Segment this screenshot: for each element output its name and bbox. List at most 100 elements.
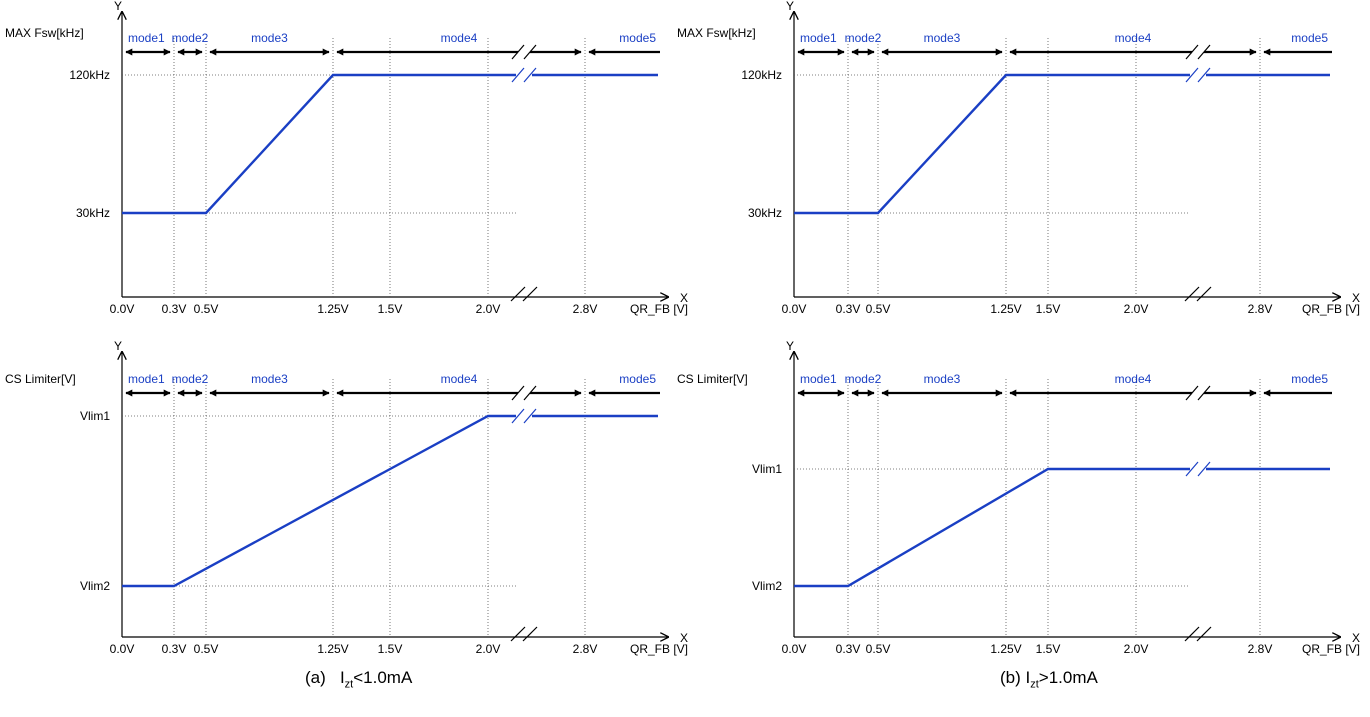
mode-break-mark (511, 44, 525, 60)
mode-label-3: mode3 (924, 372, 961, 386)
mode-break-mark (1185, 385, 1199, 401)
x-tick-label: 0.0V (782, 642, 807, 656)
series-curve (122, 414, 516, 588)
curve-break-mark (1185, 461, 1199, 477)
mode-label-4: mode4 (441, 31, 478, 45)
y-tick-label: 120kHz (69, 68, 110, 82)
series-curve (794, 467, 1190, 588)
x-tick-label: 2.8V (1248, 302, 1273, 316)
panel-b-top: Y X MAX Fsw[kHz] QR_FB [V] 0.0V 0.3V 0.5V 1.25V… (677, 0, 1360, 316)
mode-break-mark (523, 44, 537, 60)
y-tick-label: 30kHz (748, 206, 782, 220)
panel-a-top: Y X MAX Fsw[kHz] QR_FB [V] 0.0V 0.3V 0.5V 1.25V… (5, 0, 688, 316)
x-tick-label: 1.25V (317, 642, 348, 656)
mode-break-mark (1185, 44, 1199, 60)
mode-label-3: mode3 (251, 372, 288, 386)
x-axis-letter: X (1352, 291, 1360, 305)
x-tick-label: 0.3V (162, 302, 187, 316)
panel-a-bottom: Y X CS Limiter[V] QR_FB [V] 0.0V 0.3V 0.5V 1.25… (5, 339, 688, 656)
y-axis-title: CS Limiter[V] (5, 372, 76, 386)
mode-label-4: mode4 (441, 372, 478, 386)
x-tick-label: 0.5V (194, 642, 219, 656)
x-axis-letter: X (680, 631, 688, 645)
curve-break-mark (1197, 67, 1211, 83)
curve-break-mark (1185, 67, 1199, 83)
axis-break-mark (1184, 626, 1200, 642)
mode-label-2: mode2 (845, 372, 882, 386)
x-tick-label: 0.3V (162, 642, 187, 656)
y-axis-title: MAX Fsw[kHz] (677, 26, 756, 40)
curve-break-mark (523, 408, 537, 424)
caption-b: (b) Izt>1.0mA (1000, 668, 1098, 691)
curve-break-mark (1197, 461, 1211, 477)
x-tick-label: 2.0V (1124, 642, 1149, 656)
mode-label-5: mode5 (619, 31, 656, 45)
x-tick-label: 2.8V (573, 642, 598, 656)
x-tick-label: 0.5V (866, 302, 891, 316)
x-tick-label: 2.8V (573, 302, 598, 316)
x-tick-label: 0.3V (836, 642, 861, 656)
mode-label-1: mode1 (128, 31, 165, 45)
y-axis-letter: Y (786, 339, 794, 353)
x-tick-label: 2.0V (476, 302, 501, 316)
axis-break-mark (510, 286, 526, 302)
y-axis-letter: Y (114, 339, 122, 353)
mode-label-2: mode2 (845, 31, 882, 45)
axis-break-mark (522, 626, 538, 642)
curve-break-mark (511, 408, 525, 424)
mode-label-4: mode4 (1115, 31, 1152, 45)
mode-label-2: mode2 (172, 31, 209, 45)
x-axis-title: QR_FB [V] (1302, 302, 1360, 316)
x-tick-label: 1.25V (990, 302, 1021, 316)
mode-label-1: mode1 (800, 31, 837, 45)
mode-break-mark (511, 385, 525, 401)
mode-label-5: mode5 (619, 372, 656, 386)
series-curve (122, 73, 516, 215)
x-axis-title: QR_FB [V] (1302, 642, 1360, 656)
y-axis-title: CS Limiter[V] (677, 372, 748, 386)
axis-break-mark (1196, 626, 1212, 642)
y-tick-label: Vlim2 (80, 579, 110, 593)
y-axis-letter: Y (114, 0, 122, 13)
x-tick-label: 1.5V (378, 642, 403, 656)
series-curve (794, 73, 1190, 215)
x-tick-label: 2.0V (1124, 302, 1149, 316)
y-axis-letter: Y (786, 0, 794, 13)
x-axis-letter: X (1352, 631, 1360, 645)
x-tick-label: 0.5V (194, 302, 219, 316)
mode-label-3: mode3 (924, 31, 961, 45)
mode-label-2: mode2 (172, 372, 209, 386)
mode-label-3: mode3 (251, 31, 288, 45)
mode-label-5: mode5 (1291, 372, 1328, 386)
y-tick-label: 30kHz (76, 206, 110, 220)
x-tick-label: 0.3V (836, 302, 861, 316)
mode-label-5: mode5 (1291, 31, 1328, 45)
x-tick-label: 0.0V (782, 302, 807, 316)
panel-b-bottom: Y X CS Limiter[V] QR_FB [V] 0.0V 0.3V 0.5V 1.25… (677, 339, 1360, 656)
axis-break-mark (510, 626, 526, 642)
x-tick-label: 0.0V (110, 302, 135, 316)
mode-break-mark (1197, 44, 1211, 60)
axis-break-mark (522, 286, 538, 302)
axis-break-mark (1184, 286, 1200, 302)
y-axis-title: MAX Fsw[kHz] (5, 26, 84, 40)
y-tick-label: Vlim1 (752, 462, 782, 476)
y-tick-label: Vlim2 (752, 579, 782, 593)
mode-label-1: mode1 (800, 372, 837, 386)
x-tick-label: 2.8V (1248, 642, 1273, 656)
x-tick-label: 2.0V (476, 642, 501, 656)
curve-break-mark (523, 67, 537, 83)
caption-a: (a) Izt<1.0mA (305, 668, 413, 691)
mode-label-1: mode1 (128, 372, 165, 386)
x-tick-label: 1.5V (1036, 642, 1061, 656)
x-tick-label: 1.5V (378, 302, 403, 316)
x-axis-letter: X (680, 291, 688, 305)
x-axis-title: QR_FB [V] (630, 302, 688, 316)
y-tick-label: 120kHz (741, 68, 782, 82)
curve-break-mark (511, 67, 525, 83)
x-tick-label: 0.0V (110, 642, 135, 656)
mode-break-mark (523, 385, 537, 401)
x-tick-label: 1.25V (317, 302, 348, 316)
x-axis-title: QR_FB [V] (630, 642, 688, 656)
